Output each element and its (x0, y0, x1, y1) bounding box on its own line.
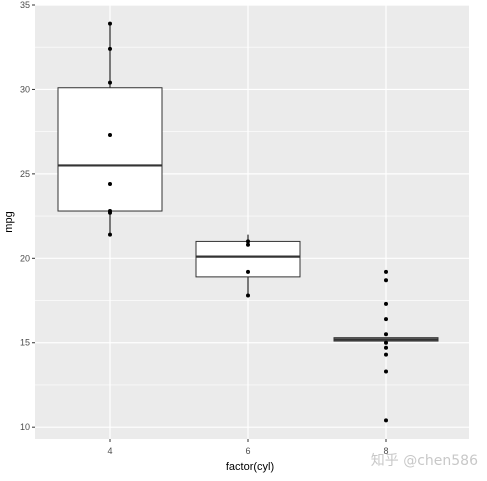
x-tick-label: 8 (383, 446, 388, 456)
data-point (246, 269, 250, 274)
data-point (246, 293, 250, 298)
data-point (108, 133, 112, 138)
data-point (384, 278, 388, 283)
y-axis-ticks: 10 15 20 25 30 35 (20, 0, 35, 432)
data-point (384, 369, 388, 374)
y-tick-label: 35 (20, 0, 30, 10)
data-point (108, 210, 112, 215)
data-point (108, 21, 112, 26)
data-points (108, 21, 388, 423)
y-tick-label: 15 (20, 338, 30, 348)
data-point (384, 345, 388, 350)
data-point (384, 269, 388, 274)
data-point (108, 182, 112, 187)
data-point (384, 317, 388, 322)
box-iqr (57, 87, 163, 212)
data-point (384, 418, 388, 423)
data-point (384, 352, 388, 357)
x-tick-label: 4 (107, 446, 112, 456)
watermark: 知乎 @chen586 (371, 452, 478, 469)
data-point (108, 46, 112, 51)
data-point (246, 239, 250, 244)
data-point (108, 80, 112, 85)
y-tick-label: 30 (20, 84, 30, 94)
y-tick-label: 25 (20, 169, 30, 179)
data-point (384, 332, 388, 337)
x-axis-ticks: 4 6 8 (107, 439, 389, 456)
data-point (384, 301, 388, 306)
plot-panel (35, 5, 469, 439)
data-point (246, 242, 250, 247)
y-tick-label: 10 (20, 422, 30, 432)
data-point (384, 340, 388, 345)
x-axis-title: factor(cyl) (226, 461, 274, 473)
data-point (108, 232, 112, 237)
y-tick-label: 20 (20, 253, 30, 263)
y-axis-title: mpg (3, 211, 15, 232)
boxes (57, 23, 439, 342)
x-tick-label: 6 (245, 446, 250, 456)
